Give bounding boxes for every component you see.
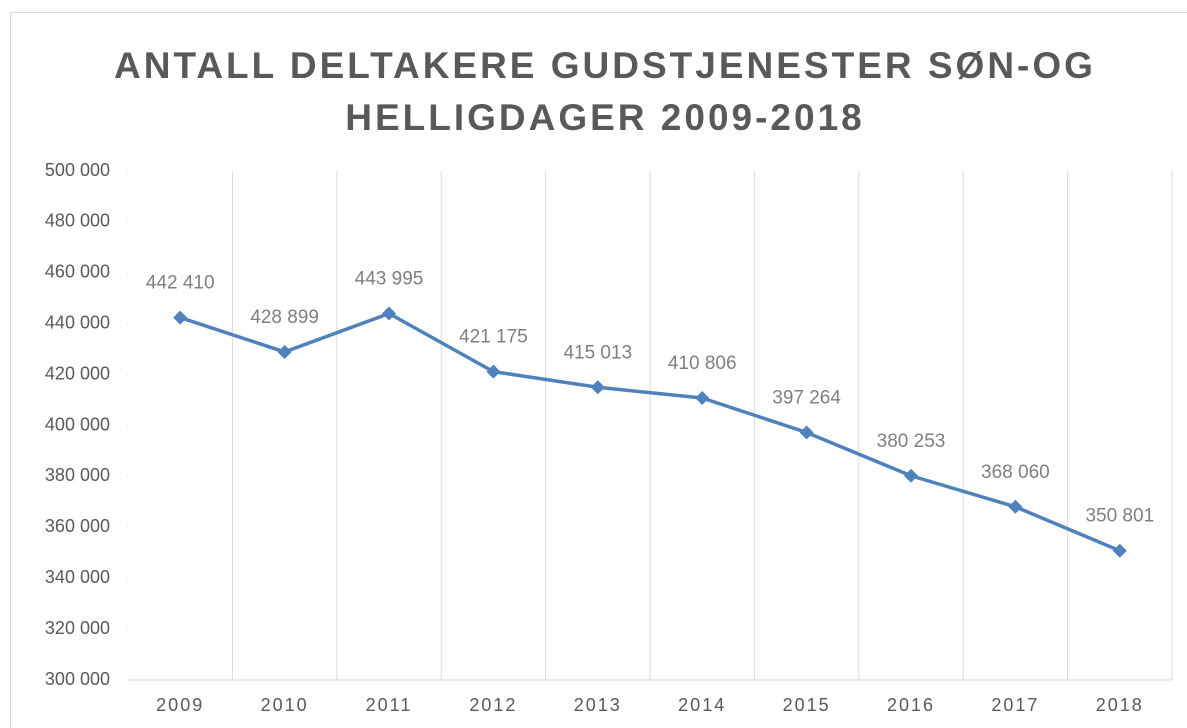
y-tick-label: 360 000: [45, 516, 110, 536]
marker: [799, 425, 814, 440]
marker: [590, 380, 605, 395]
x-tick-label: 2016: [887, 695, 935, 715]
marker: [1008, 499, 1023, 514]
marker: [1112, 543, 1127, 558]
x-tick-label: 2012: [469, 695, 517, 715]
y-tick-label: 320 000: [45, 618, 110, 638]
marker: [695, 390, 710, 405]
x-tick-label: 2013: [574, 695, 622, 715]
y-tick-label: 340 000: [45, 567, 110, 587]
y-tick-label: 500 000: [45, 160, 110, 180]
marker: [173, 310, 188, 325]
data-label: 442 410: [146, 273, 215, 294]
marker: [277, 344, 292, 359]
data-label: 397 264: [772, 387, 841, 408]
x-tick-label: 2009: [156, 695, 204, 715]
y-tick-label: 420 000: [45, 363, 110, 383]
y-tick-label: 480 000: [45, 211, 110, 231]
data-label: 443 995: [355, 269, 424, 290]
marker: [904, 468, 918, 483]
data-label: 421 175: [459, 327, 528, 348]
y-tick-label: 400 000: [45, 414, 110, 434]
line: [179, 311, 1121, 553]
x-tick-label: 2017: [991, 695, 1039, 715]
data-label: 368 060: [981, 462, 1050, 483]
x-tick-label: 2015: [783, 695, 831, 715]
data-label: 380 253: [877, 431, 946, 452]
y-tick-label: 300 000: [45, 669, 110, 689]
data-label: 410 806: [668, 353, 737, 374]
data-label: 428 899: [250, 307, 319, 328]
marker: [382, 306, 396, 321]
chart-border: [10, 12, 1187, 728]
chart-title: ANTALL DELTAKERE GUDSTJENESTER SØN-OG HE…: [114, 45, 1096, 138]
x-tick-label: 2018: [1096, 695, 1144, 715]
x-tick-label: 2010: [261, 695, 309, 715]
x-tick-label: 2011: [366, 695, 413, 715]
data-label: 350 801: [1085, 506, 1154, 527]
y-tick-label: 380 000: [45, 465, 110, 485]
y-tick-label: 440 000: [45, 312, 110, 332]
x-tick-label: 2014: [678, 695, 726, 715]
marker: [486, 364, 501, 379]
y-tick-label: 460 000: [45, 262, 110, 282]
data-label: 415 013: [563, 342, 632, 363]
